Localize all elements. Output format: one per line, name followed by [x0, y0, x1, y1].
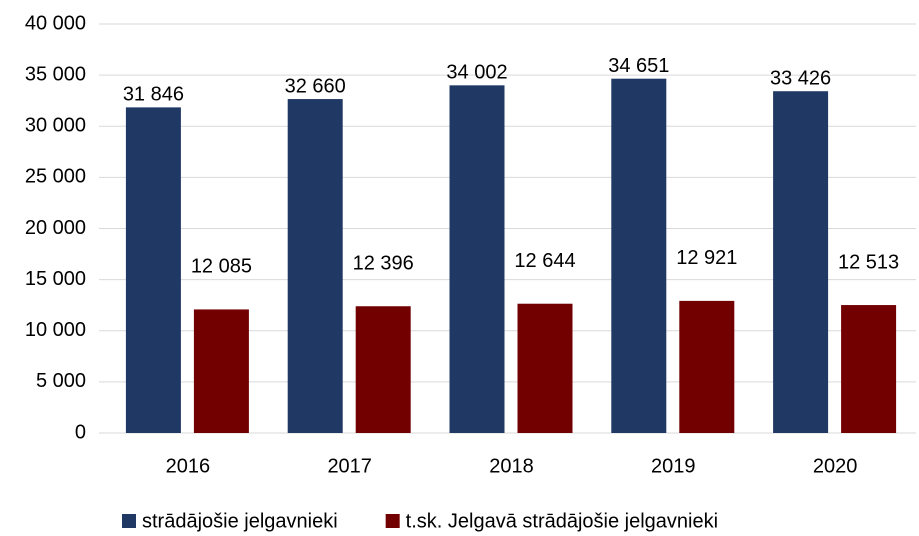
data-label: 31 846 [123, 84, 184, 106]
y-tick-label: 40 000 [25, 12, 86, 34]
y-tick-label: 25 000 [25, 166, 86, 188]
bar [611, 78, 667, 433]
legend-label: t.sk. Jelgavā strādājošie jelgavnieki [406, 510, 718, 532]
bar [355, 306, 411, 433]
legend-swatch [385, 514, 400, 528]
y-tick-label: 20 000 [25, 217, 86, 239]
y-tick-label: 10 000 [25, 319, 86, 341]
bar [517, 303, 573, 433]
legend-label: strādājošie jelgavnieki [142, 510, 338, 532]
bar [193, 309, 249, 433]
x-tick-label: 2018 [489, 455, 534, 477]
data-label: 12 085 [191, 256, 252, 278]
legend-swatch [122, 514, 136, 528]
bar [841, 305, 897, 433]
data-label: 33 426 [770, 68, 831, 90]
y-tick-label: 5 000 [36, 370, 86, 392]
data-label: 12 396 [353, 253, 414, 275]
bar [773, 91, 829, 433]
y-tick-label: 30 000 [25, 115, 86, 137]
y-tick-label: 15 000 [25, 268, 86, 290]
x-tick-label: 2020 [813, 455, 858, 477]
bar [287, 99, 343, 433]
bar [449, 85, 505, 433]
data-label: 12 921 [676, 247, 737, 269]
y-tick-label: 35 000 [25, 63, 86, 85]
x-tick-label: 2017 [327, 455, 372, 477]
data-label: 34 002 [446, 62, 507, 84]
data-label: 12 513 [838, 251, 899, 273]
x-tick-label: 2016 [166, 455, 211, 477]
y-tick-label: 0 [75, 421, 86, 443]
data-label: 32 660 [285, 75, 346, 97]
data-label: 34 651 [608, 55, 669, 77]
x-tick-label: 2019 [651, 455, 696, 477]
data-label: 12 644 [514, 250, 575, 272]
bar [125, 107, 181, 434]
bar [679, 300, 735, 433]
